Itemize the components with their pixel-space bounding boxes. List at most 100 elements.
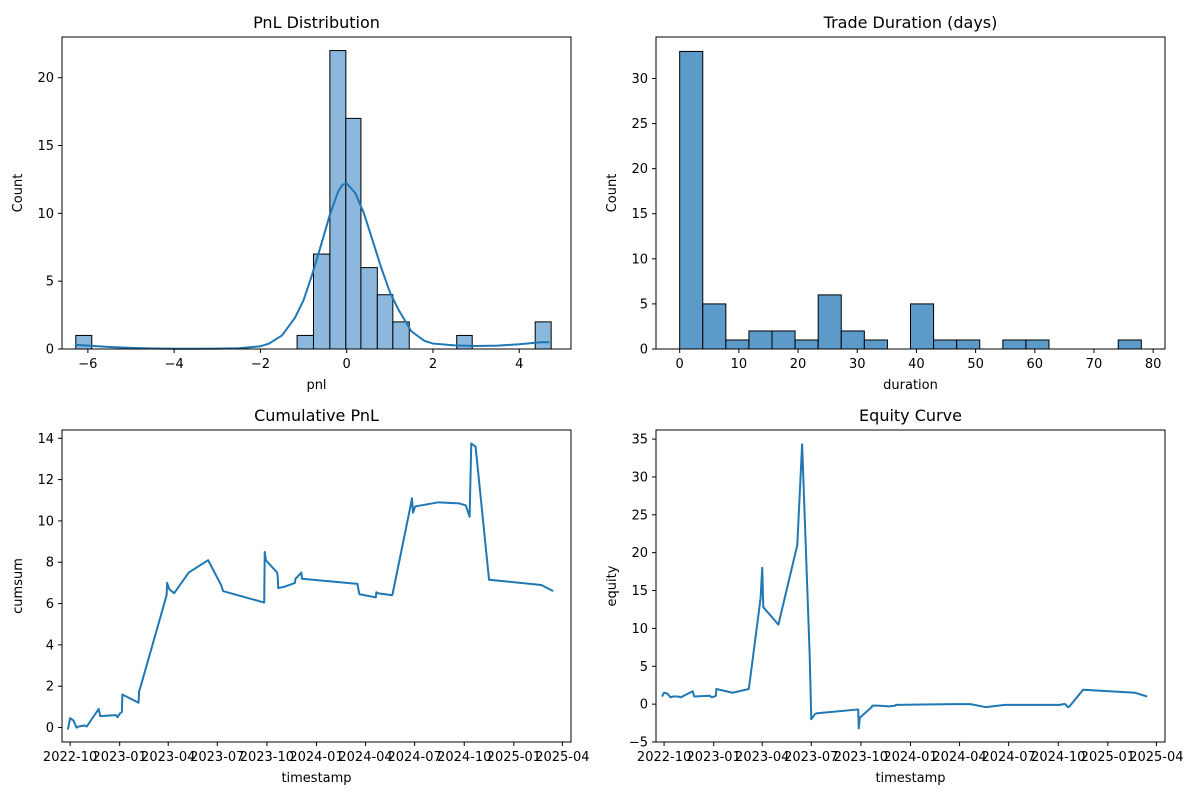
equity-curve-ytick-label-5: 20 xyxy=(631,546,648,561)
pnl-distribution-title: PnL Distribution xyxy=(253,13,380,32)
cumulative-pnl-xtick-label-1: 2023-01 xyxy=(93,750,147,765)
cumulative-pnl-ytick-label-2: 4 xyxy=(46,638,54,653)
equity-curve-xtick-label-3: 2023-07 xyxy=(784,750,838,765)
cumulative-pnl-xtick-label-9: 2025-01 xyxy=(487,750,541,765)
trade-duration-xtick-label-1: 10 xyxy=(731,357,748,372)
pnl-distribution-bar-1 xyxy=(296,334,314,350)
trade-duration-bar-4 xyxy=(771,330,796,350)
cumulative-pnl-marks xyxy=(66,442,554,730)
trade-duration-axes-frame xyxy=(655,36,1166,350)
cumulative-pnl-ytick-label-0: 0 xyxy=(46,721,54,736)
trade-duration-ylabel: Count xyxy=(605,174,620,213)
cumulative-pnl-xlabel: timestamp xyxy=(281,771,351,786)
pnl-distribution-xtick-label-1: −4 xyxy=(165,357,184,372)
equity-curve-xlabel: timestamp xyxy=(875,771,945,786)
trade-duration-bar-3 xyxy=(748,330,773,350)
trade-duration-xtick-label-5: 50 xyxy=(967,357,984,372)
trade-duration-ytick-label-5: 25 xyxy=(631,117,648,132)
trade-duration-ticks: 0 10 20 30 40 50 60 70 80 0 5 10 15 20 25 30 xyxy=(631,72,1161,372)
equity-curve-title: Equity Curve xyxy=(859,406,962,425)
pnl-distribution-ytick-label-0: 0 xyxy=(46,343,54,358)
trade-duration-xtick-label-3: 30 xyxy=(849,357,866,372)
trade-duration-xtick-label-4: 40 xyxy=(908,357,925,372)
equity-curve-ytick-label-8: 35 xyxy=(631,433,648,448)
pnl-distribution-ylabel: Count xyxy=(11,174,26,213)
cumulative-pnl-xtick-label-10: 2025-04 xyxy=(535,750,589,765)
trade-duration-xtick-label-6: 60 xyxy=(1027,357,1044,372)
equity-curve-ytick-label-6: 25 xyxy=(631,508,648,523)
equity-curve-ytick-label-0: −5 xyxy=(629,736,648,751)
pnl-distribution-ytick-label-2: 10 xyxy=(37,207,54,222)
pnl-distribution-xtick-label-4: 2 xyxy=(429,357,437,372)
trade-duration-ytick-label-6: 30 xyxy=(631,72,648,87)
equity-curve-xtick-label-9: 2025-01 xyxy=(1081,750,1135,765)
pnl-distribution-bar-6 xyxy=(376,294,394,350)
pnl-distribution-panel: −6 −4 −2 0 2 4 0 5 10 15 20 PnL Distribution pnl C… xyxy=(11,13,572,393)
trade-duration-bar-0 xyxy=(679,50,704,350)
trade-duration-ytick-label-2: 10 xyxy=(631,252,648,267)
pnl-distribution-bar-7 xyxy=(392,321,410,350)
cumulative-pnl-panel: 2022-102023-012023-042023-072023-102024-… xyxy=(11,406,590,786)
trade-duration-title: Trade Duration (days) xyxy=(823,13,998,32)
cumulative-pnl-xtick-label-2: 2023-04 xyxy=(141,750,195,765)
trade-duration-bar-2 xyxy=(725,339,750,350)
trade-duration-xtick-label-7: 70 xyxy=(1086,357,1103,372)
equity-curve-series-line xyxy=(661,443,1148,730)
pnl-distribution-xtick-label-5: 4 xyxy=(515,357,523,372)
pnl-distribution-ticks: −6 −4 −2 0 2 4 0 5 10 15 20 xyxy=(37,71,523,372)
cumulative-pnl-ticks: 2022-102023-012023-042023-072023-102024-… xyxy=(37,432,589,765)
trade-duration-xtick-label-8: 80 xyxy=(1145,357,1162,372)
cumulative-pnl-ytick-label-6: 12 xyxy=(37,473,54,488)
cumulative-pnl-xtick-label-7: 2024-07 xyxy=(387,750,441,765)
cumulative-pnl-xtick-label-4: 2023-10 xyxy=(240,750,294,765)
trade-duration-xtick-label-0: 0 xyxy=(676,357,684,372)
trade-duration-bar-7 xyxy=(840,330,865,350)
equity-curve-axes-frame xyxy=(655,429,1166,743)
trade-duration-ytick-label-0: 0 xyxy=(640,343,648,358)
trade-duration-xlabel: duration xyxy=(883,378,938,393)
pnl-distribution-xlabel: pnl xyxy=(306,378,326,393)
trade-duration-ytick-label-4: 20 xyxy=(631,162,648,177)
cumulative-pnl-axes-frame xyxy=(61,429,572,743)
pnl-distribution-bar-5 xyxy=(360,267,378,350)
equity-curve-xtick-label-0: 2022-10 xyxy=(637,750,691,765)
cumulative-pnl-xtick-label-5: 2024-01 xyxy=(289,750,343,765)
equity-curve-xtick-label-5: 2024-01 xyxy=(883,750,937,765)
pnl-distribution-bar-2 xyxy=(312,253,331,350)
equity-curve-xtick-label-6: 2024-04 xyxy=(932,750,986,765)
equity-curve-ylabel: equity xyxy=(605,565,620,606)
cumulative-pnl-ytick-label-4: 8 xyxy=(46,556,54,571)
pnl-distribution-ytick-label-1: 5 xyxy=(46,275,54,290)
cumulative-pnl-xtick-label-0: 2022-10 xyxy=(43,750,97,765)
pnl-distribution-bar-0 xyxy=(75,334,93,350)
cumulative-pnl-ytick-label-5: 10 xyxy=(37,514,54,529)
cumulative-pnl-series-line xyxy=(66,442,554,730)
pnl-distribution-bar-4 xyxy=(345,117,362,350)
equity-curve-ytick-label-1: 0 xyxy=(640,698,648,713)
trade-duration-bar-11 xyxy=(956,339,981,350)
trade-duration-bar-12 xyxy=(1002,339,1027,350)
trade-duration-ytick-label-1: 5 xyxy=(640,297,648,312)
trade-duration-bar-8 xyxy=(863,339,888,350)
equity-curve-xtick-label-10: 2025-04 xyxy=(1129,750,1183,765)
cumulative-pnl-ytick-label-1: 2 xyxy=(46,680,54,695)
cumulative-pnl-xtick-label-3: 2023-07 xyxy=(190,750,244,765)
cumulative-pnl-title: Cumulative PnL xyxy=(254,406,379,425)
trade-duration-panel: 0 10 20 30 40 50 60 70 80 0 5 10 15 20 25 30 Trade Dura… xyxy=(605,13,1166,393)
trade-duration-xtick-label-2: 20 xyxy=(790,357,807,372)
cumulative-pnl-xtick-label-6: 2024-04 xyxy=(338,750,392,765)
trade-duration-bar-5 xyxy=(794,339,819,350)
equity-curve-marks xyxy=(661,443,1148,730)
equity-curve-ytick-label-2: 5 xyxy=(640,660,648,675)
pnl-distribution-bar-9 xyxy=(534,321,552,350)
trade-duration-bar-9 xyxy=(910,303,935,350)
pnl-distribution-xtick-label-2: −2 xyxy=(251,357,270,372)
trade-duration-bar-13 xyxy=(1025,339,1050,350)
pnl-distribution-bar-8 xyxy=(456,334,473,350)
pnl-distribution-bar-3 xyxy=(329,50,347,350)
equity-curve-xtick-label-2: 2023-04 xyxy=(735,750,789,765)
equity-curve-ticks: 2022-102023-012023-042023-072023-102024-… xyxy=(629,433,1184,765)
equity-curve-xtick-label-4: 2023-10 xyxy=(834,750,888,765)
